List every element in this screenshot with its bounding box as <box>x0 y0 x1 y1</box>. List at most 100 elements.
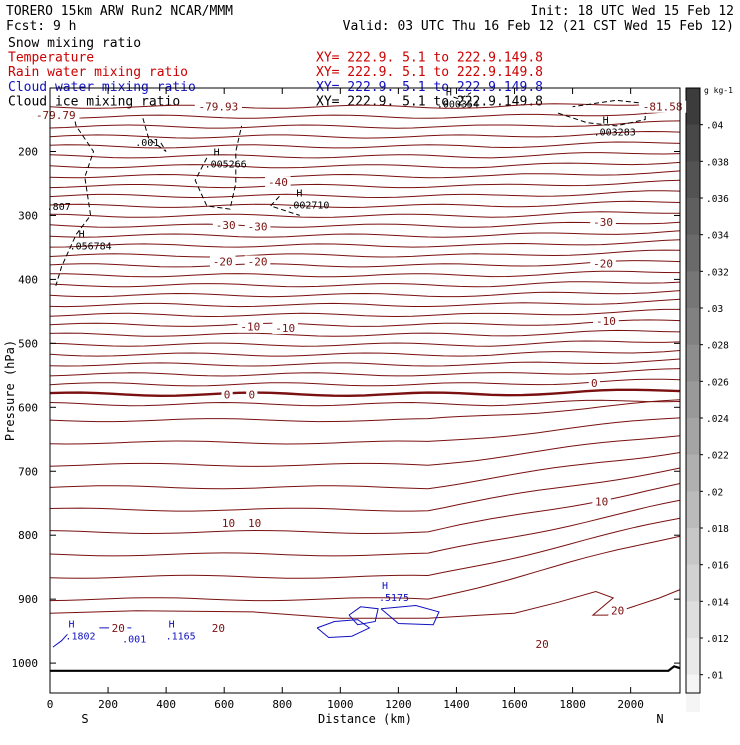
maximum-label: .1165 <box>166 632 196 643</box>
maximum-label: .5175 <box>379 593 409 604</box>
colorbar-label: .03 <box>706 304 723 315</box>
isotherm-line <box>49 298 681 308</box>
colorbar-swatch <box>686 491 700 529</box>
cloud-water-contour-line <box>52 633 68 648</box>
isotherm-line <box>49 161 681 169</box>
colorbar-swatch <box>686 344 700 382</box>
maximum-label: .056784 <box>70 241 112 252</box>
y-tick-label: 900 <box>18 593 38 606</box>
temperature-label: 20 <box>611 605 624 618</box>
temperature-label: -10 <box>275 322 295 335</box>
label-bg <box>194 100 242 113</box>
colorbar-swatch <box>686 234 700 272</box>
colorbar-swatch <box>686 198 700 236</box>
isotherm-line <box>49 435 681 467</box>
x-axis-title: Distance (km) <box>318 712 412 726</box>
x-tick-label: 0 <box>47 698 54 711</box>
plot-frame <box>49 87 681 694</box>
colorbar-swatch <box>686 271 700 309</box>
colorbar-label: .012 <box>706 634 729 645</box>
temperature-label: -81.58 <box>643 101 683 114</box>
ice-contour-line <box>269 195 300 216</box>
cloud-water-contour-line <box>316 619 371 639</box>
colorbar-swatch <box>686 564 700 602</box>
maxima-labels: .001H.005266H.002710H.000354H.003283H.05… <box>47 87 636 645</box>
field-xy: XY= 222.9. 5.1 to 222.9.149.8 <box>316 51 543 66</box>
ice-contour-line <box>453 92 472 100</box>
header-valid: Valid: 03 UTC Thu 16 Feb 12 (21 CST Wed … <box>343 19 734 34</box>
temperature-label: -30 <box>248 220 268 233</box>
colorbar-swatch <box>686 381 700 419</box>
x-tick-label: 800 <box>272 698 292 711</box>
isotherm-line <box>49 499 681 557</box>
ice-contour-line <box>49 112 95 286</box>
isotherm-line <box>49 340 681 347</box>
temperature-label: 20 <box>535 638 548 651</box>
temperature-label: 20 <box>212 622 225 635</box>
colorbar-label: .034 <box>706 231 729 242</box>
temperature-label: -20 <box>248 255 268 268</box>
temperature-label: 10 <box>222 517 235 530</box>
colorbar-label: .022 <box>706 451 729 462</box>
isotherm-line <box>49 281 681 288</box>
x-tick-label: 200 <box>98 698 118 711</box>
isotherm-line <box>49 308 680 318</box>
x-axis: 0 200 400 600 800 1000 1200 1400 1600 1800 2000Dis… <box>47 88 664 726</box>
colorbar-swatch <box>686 161 700 199</box>
label-bg <box>246 388 258 401</box>
isotherm-line <box>49 221 681 228</box>
isotherm-line <box>49 230 681 238</box>
temperature-label: -30 <box>593 216 613 229</box>
y-tick-label: 300 <box>18 209 38 222</box>
x-tick-label: 1800 <box>559 698 586 711</box>
colorbar-frame <box>685 87 701 694</box>
isotherm-line <box>49 260 681 268</box>
maximum-mark: H <box>68 620 74 631</box>
isotherm-line <box>49 467 681 512</box>
field-name: Snow mixing ratio <box>8 36 141 51</box>
isotherm-line <box>49 350 681 357</box>
colorbar-swatch <box>686 454 700 492</box>
isotherm-line <box>49 179 681 189</box>
plot-area: -79.79 -79.93 -81.58 -40 -30 -30 -30 -20 -20 -20 -… <box>3 87 687 726</box>
temperature-label: 10 <box>595 495 608 508</box>
label-bg <box>212 219 239 232</box>
end-label-left: S <box>81 712 88 726</box>
colorbar-swatch <box>686 88 700 126</box>
x-tick-label: 1000 <box>327 698 354 711</box>
header-model: TORERO 15km ARW Run2 NCAR/MMM <box>6 4 233 19</box>
header-init: Init: 18 UTC Wed 15 Feb 12 <box>531 4 735 19</box>
maximum-label: .1802 <box>65 632 95 643</box>
colorbar-label: .02 <box>706 487 723 498</box>
maximum-label: .001 <box>122 635 146 646</box>
colorbar-swatch <box>686 601 700 639</box>
label-bg <box>221 388 233 401</box>
maximum-mark: H <box>79 229 85 240</box>
cloud-water-contour-line <box>348 606 379 626</box>
temperature-labels: -79.79 -79.93 -81.58 -40 -30 -30 -30 -20 -20 -20 -… <box>32 100 687 651</box>
isotherm-line <box>49 378 681 387</box>
cloud-water-contour-line <box>380 604 440 626</box>
x-tick-label: 1200 <box>385 698 412 711</box>
label-bg <box>592 495 611 508</box>
colorbar-label: .036 <box>706 194 729 205</box>
temperature-label: 0 <box>591 377 598 390</box>
isotherm-line <box>49 399 681 407</box>
y-axis-title: Pressure (hPa) <box>3 340 17 441</box>
label-bg <box>245 517 264 530</box>
temperature-label: 20 <box>112 622 125 635</box>
label-bg <box>237 320 264 333</box>
temperature-label: 0 <box>224 389 231 402</box>
field-name: Temperature <box>8 51 94 66</box>
header-fcst: Fcst: 9 h <box>6 19 76 34</box>
isotherm-20-line <box>49 589 681 619</box>
isotherm-line <box>49 535 681 602</box>
isotherm-line <box>49 249 681 258</box>
ice-contours <box>49 92 646 286</box>
y-tick-label: 500 <box>18 337 38 350</box>
y-tick-label: 800 <box>18 529 38 542</box>
isotherm-line <box>49 329 681 337</box>
label-bg <box>588 376 600 389</box>
